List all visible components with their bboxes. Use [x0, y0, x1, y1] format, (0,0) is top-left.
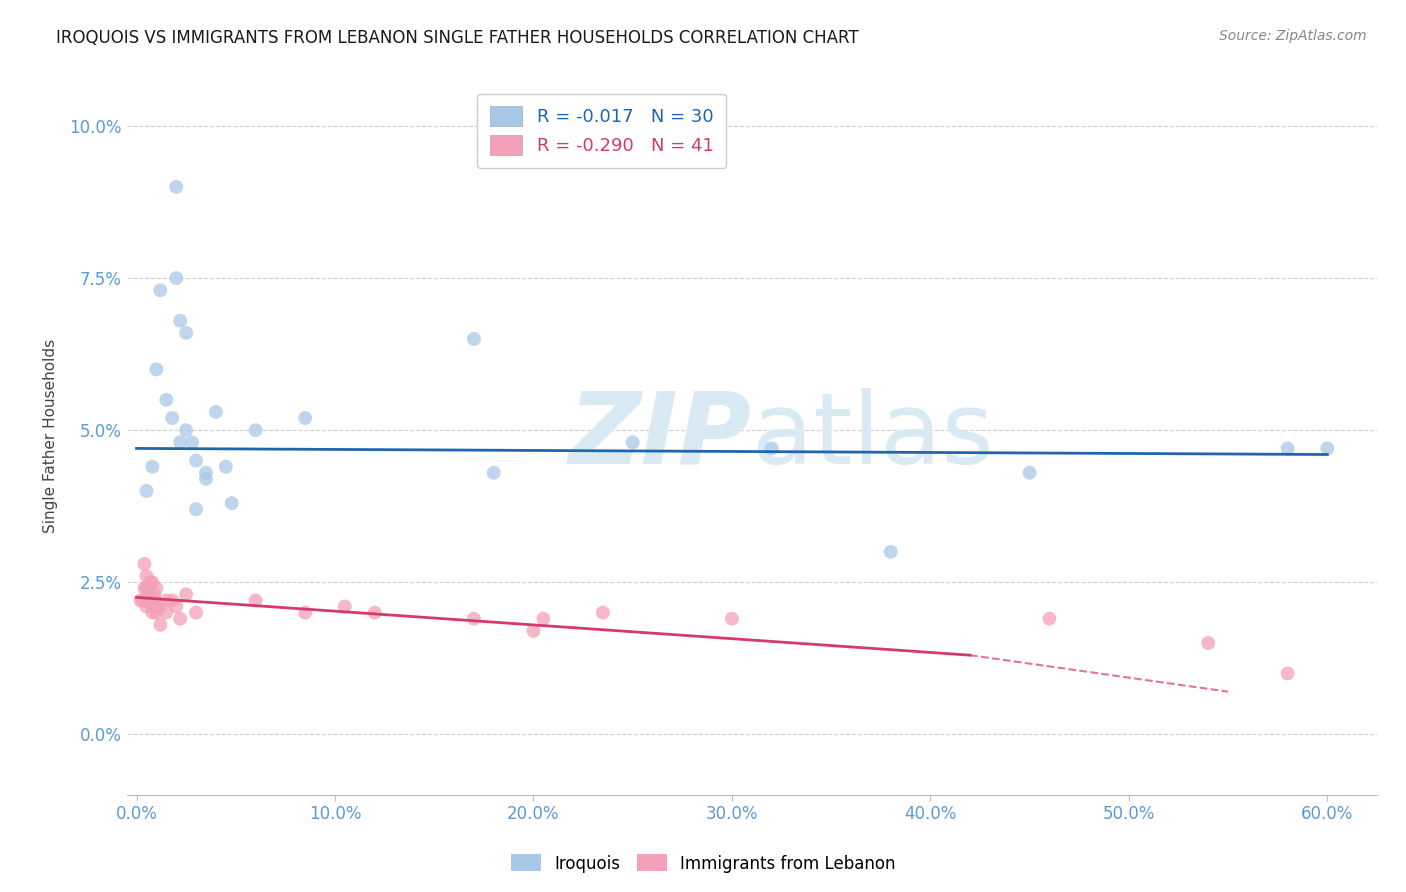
Point	[761, 442, 783, 456]
Point	[141, 575, 163, 590]
Point	[294, 411, 316, 425]
Point	[721, 612, 744, 626]
Text: IROQUOIS VS IMMIGRANTS FROM LEBANON SINGLE FATHER HOUSEHOLDS CORRELATION CHART: IROQUOIS VS IMMIGRANTS FROM LEBANON SING…	[56, 29, 859, 46]
Point	[184, 606, 207, 620]
Text: atlas: atlas	[752, 388, 994, 484]
Point	[531, 612, 554, 626]
Point	[149, 599, 172, 614]
Point	[139, 575, 162, 590]
Point	[363, 606, 385, 620]
Point	[463, 332, 485, 346]
Point	[169, 612, 191, 626]
Point	[129, 593, 152, 607]
Point	[165, 180, 187, 194]
Point	[162, 593, 184, 607]
Point	[165, 271, 187, 285]
Point	[195, 466, 218, 480]
Point	[135, 593, 157, 607]
Point	[522, 624, 544, 638]
Point	[141, 599, 163, 614]
Point	[139, 593, 162, 607]
Point	[149, 617, 172, 632]
Point	[131, 593, 153, 607]
Point	[135, 582, 157, 596]
Point	[1018, 466, 1040, 480]
Point	[181, 435, 204, 450]
Point	[1316, 442, 1339, 456]
Point	[134, 557, 156, 571]
Text: Source: ZipAtlas.com: Source: ZipAtlas.com	[1219, 29, 1367, 43]
Point	[149, 283, 172, 297]
Point	[184, 502, 207, 516]
Point	[184, 453, 207, 467]
Point	[141, 606, 163, 620]
Point	[205, 405, 228, 419]
Point	[155, 392, 177, 407]
Legend: R = -0.017   N = 30, R = -0.290   N = 41: R = -0.017 N = 30, R = -0.290 N = 41	[477, 94, 727, 168]
Legend: Iroquois, Immigrants from Lebanon: Iroquois, Immigrants from Lebanon	[503, 847, 903, 880]
Point	[215, 459, 238, 474]
Point	[145, 582, 167, 596]
Point	[463, 612, 485, 626]
Point	[169, 314, 191, 328]
Point	[879, 545, 901, 559]
Point	[174, 587, 197, 601]
Point	[162, 411, 184, 425]
Point	[143, 593, 166, 607]
Point	[145, 599, 167, 614]
Point	[333, 599, 356, 614]
Point	[138, 593, 160, 607]
Point	[1277, 442, 1299, 456]
Point	[141, 459, 163, 474]
Point	[174, 423, 197, 437]
Point	[169, 435, 191, 450]
Point	[143, 587, 166, 601]
Point	[155, 593, 177, 607]
Y-axis label: Single Father Households: Single Father Households	[44, 339, 58, 533]
Point	[165, 599, 187, 614]
Point	[245, 593, 267, 607]
Point	[135, 483, 157, 498]
Point	[1277, 666, 1299, 681]
Point	[294, 606, 316, 620]
Point	[134, 582, 156, 596]
Point	[155, 606, 177, 620]
Point	[195, 472, 218, 486]
Point	[138, 582, 160, 596]
Point	[482, 466, 505, 480]
Point	[1038, 612, 1060, 626]
Point	[621, 435, 644, 450]
Point	[1197, 636, 1219, 650]
Point	[135, 599, 157, 614]
Point	[592, 606, 614, 620]
Point	[145, 362, 167, 376]
Point	[135, 569, 157, 583]
Point	[174, 326, 197, 340]
Text: ZIP: ZIP	[569, 388, 752, 484]
Point	[145, 606, 167, 620]
Point	[245, 423, 267, 437]
Point	[221, 496, 243, 510]
